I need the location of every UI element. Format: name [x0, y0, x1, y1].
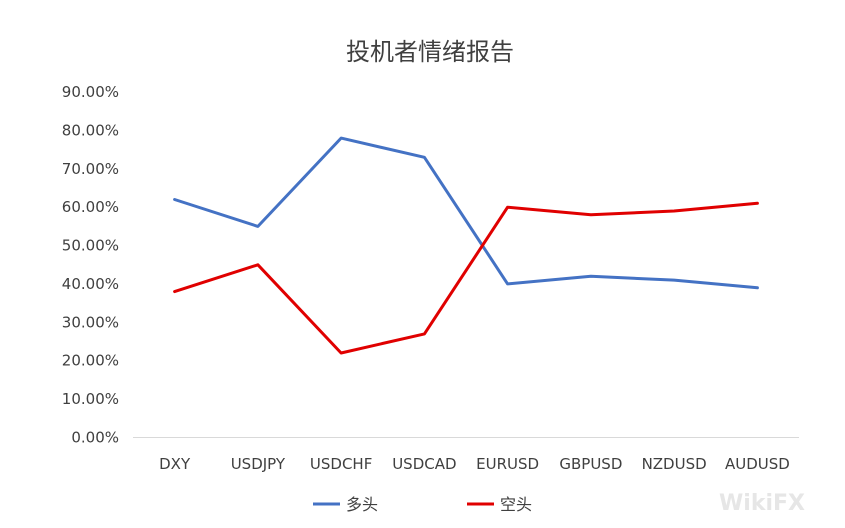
- y-tick-label: 70.00%: [62, 160, 119, 178]
- series-line-1: [173, 201, 759, 355]
- x-tick-label: USDCHF: [310, 455, 372, 473]
- x-tick-label: GBPUSD: [559, 455, 622, 473]
- x-tick-label: EURUSD: [476, 455, 539, 473]
- x-tick-label: NZDUSD: [642, 455, 707, 473]
- x-axis: DXY USDJPY USDCHF USDCAD EURUSD GBPUSD NZDUSD A…: [159, 455, 790, 473]
- series-lines: [173, 136, 759, 355]
- y-tick-label: 20.00%: [62, 352, 119, 370]
- y-tick-label: 60.00%: [62, 198, 119, 216]
- y-tick-label: 30.00%: [62, 313, 119, 331]
- x-tick-label: AUDUSD: [725, 455, 790, 473]
- y-tick-label: 10.00%: [62, 390, 119, 408]
- y-tick-label: 90.00%: [62, 83, 119, 101]
- x-tick-label: DXY: [159, 455, 191, 473]
- series-line-0: [173, 136, 759, 290]
- y-tick-label: 40.00%: [62, 275, 119, 293]
- y-tick-label: 80.00%: [62, 121, 119, 139]
- x-tick-label: USDCAD: [392, 455, 456, 473]
- legend-label: 多头: [346, 495, 378, 514]
- chart-title: 投机者情绪报告: [346, 38, 514, 66]
- y-tick-label: 50.00%: [62, 237, 119, 255]
- legend-label: 空头: [500, 495, 532, 514]
- y-axis: 0.00% 10.00% 20.00% 30.00% 40.00% 50.00% 60.00…: [62, 83, 119, 447]
- y-tick-label: 0.00%: [71, 429, 119, 447]
- watermark-logo: WikiFX: [719, 491, 805, 516]
- x-tick-label: USDJPY: [231, 455, 286, 473]
- legend: 多头 空头: [313, 495, 532, 514]
